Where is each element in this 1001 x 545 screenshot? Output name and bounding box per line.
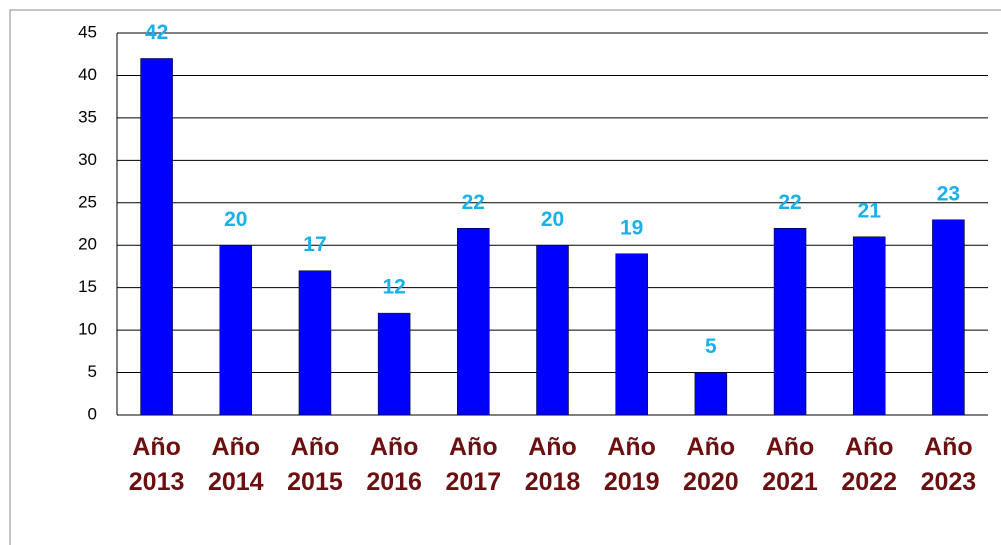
bar	[852, 236, 886, 416]
value-label: 20	[541, 208, 564, 231]
value-label: 20	[224, 208, 247, 231]
x-tick-label: Año 2023	[920, 433, 977, 496]
x-tick-label: Año 2018	[524, 433, 581, 496]
value-label: 42	[145, 21, 168, 44]
y-tick-label: 15	[78, 277, 97, 296]
x-tick-label: Año 2016	[366, 433, 422, 496]
bar	[140, 58, 173, 416]
y-tick-label: 20	[78, 235, 97, 254]
value-label: 19	[620, 216, 643, 239]
bar	[773, 227, 807, 416]
y-tick-label: 30	[78, 150, 97, 169]
y-tick-label: 5	[88, 362, 97, 381]
x-tick-label: Año 2014	[207, 433, 264, 496]
x-tick-label: Año 2013	[128, 433, 185, 496]
value-label: 12	[382, 276, 405, 299]
bar	[932, 219, 965, 416]
bar	[536, 244, 569, 416]
bar	[219, 244, 253, 416]
bar	[615, 253, 648, 416]
value-label: 22	[462, 191, 485, 214]
x-tick-label: Año 2017	[445, 433, 502, 496]
x-tick-label: Año 2019	[603, 433, 660, 496]
y-tick-label: 40	[78, 65, 97, 84]
value-label: 21	[858, 199, 882, 222]
y-tick-label: 10	[78, 320, 97, 339]
bar	[694, 372, 728, 416]
bar	[377, 312, 411, 416]
x-tick-label: Año 2022	[841, 433, 898, 496]
value-label: 5	[705, 335, 717, 358]
y-tick-label: 0	[88, 404, 97, 423]
bar	[457, 227, 490, 416]
value-label: 17	[303, 233, 326, 256]
y-tick-label: 45	[78, 22, 97, 41]
x-tick-label: Año 2021	[762, 433, 818, 496]
value-label: 23	[937, 182, 960, 205]
value-label: 22	[778, 191, 801, 214]
frame	[9, 9, 1001, 545]
x-tick-label: Año 2020	[683, 433, 739, 496]
y-tick-label: 35	[78, 107, 97, 126]
y-tick-label: 25	[78, 192, 97, 211]
bar	[298, 270, 332, 416]
x-tick-label: Año 2015	[287, 433, 343, 496]
